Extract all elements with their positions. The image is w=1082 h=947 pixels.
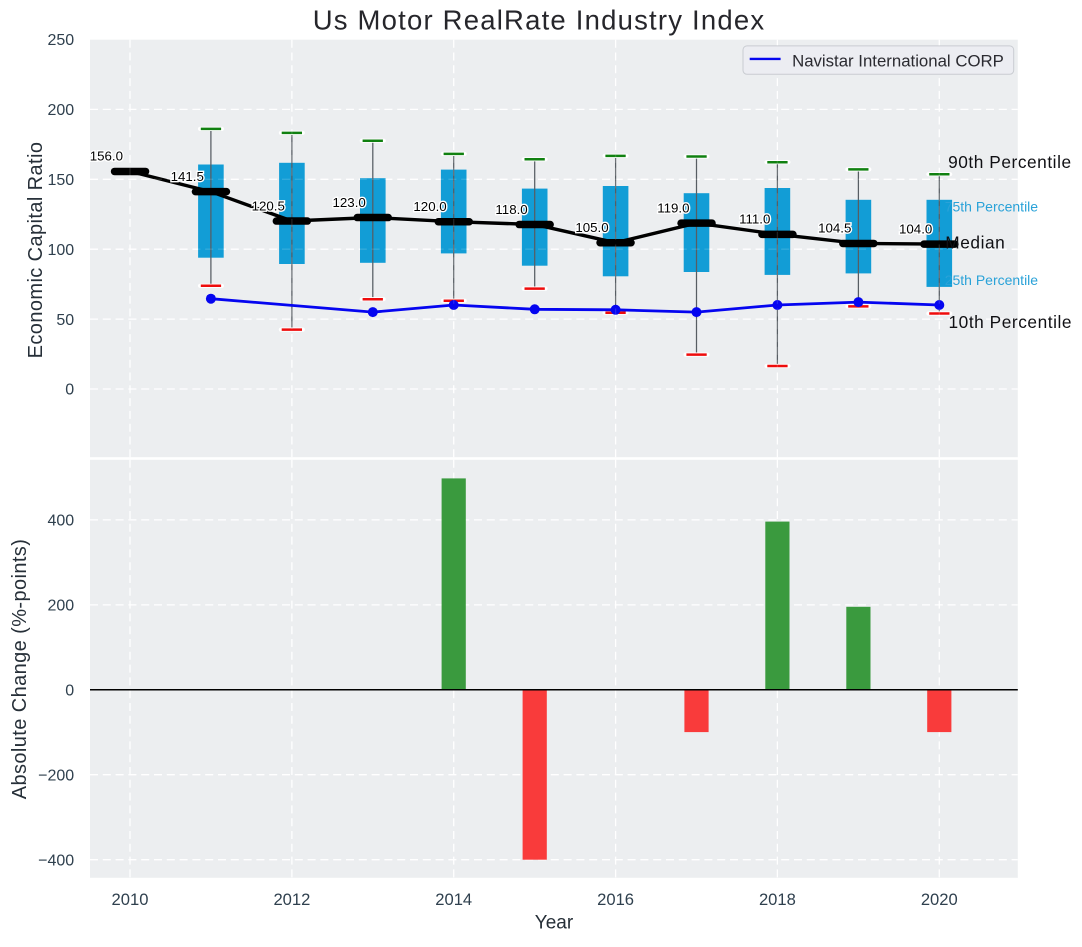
svg-text:200: 200 [47,598,74,615]
svg-text:Median: Median [945,232,1005,252]
svg-text:200: 200 [47,102,74,119]
svg-text:−400: −400 [38,852,74,869]
svg-text:0: 0 [65,382,74,399]
svg-text:104.5: 104.5 [818,221,851,236]
svg-text:0: 0 [65,683,74,700]
svg-text:156.0: 156.0 [90,149,123,164]
svg-text:50: 50 [56,312,74,329]
svg-text:111.0: 111.0 [739,212,770,227]
svg-text:Absolute Change (%-points): Absolute Change (%-points) [9,539,31,800]
svg-text:10th Percentile: 10th Percentile [949,312,1073,332]
svg-text:Us Motor RealRate Industry Ind: Us Motor RealRate Industry Index [313,5,766,36]
svg-text:104.0: 104.0 [899,221,932,236]
svg-text:−200: −200 [38,767,74,784]
svg-text:118.0: 118.0 [495,202,527,217]
svg-text:100: 100 [47,242,74,259]
svg-text:150: 150 [47,172,74,189]
svg-text:2012: 2012 [273,890,310,909]
svg-text:2020: 2020 [921,890,958,909]
svg-text:119.0: 119.0 [657,200,689,215]
svg-text:25th Percentile: 25th Percentile [945,272,1039,288]
svg-text:Economic Capital Ratio: Economic Capital Ratio [25,142,47,359]
svg-text:75th Percentile: 75th Percentile [945,199,1039,215]
svg-text:2010: 2010 [112,890,149,909]
svg-text:2016: 2016 [597,890,634,909]
svg-text:Navistar International CORP: Navistar International CORP [792,51,1004,70]
svg-text:Year: Year [535,913,574,934]
svg-text:120.0: 120.0 [413,199,446,214]
svg-text:123.0: 123.0 [333,195,366,210]
svg-text:250: 250 [47,32,74,49]
svg-text:2014: 2014 [435,890,472,909]
svg-text:105.0: 105.0 [575,220,608,235]
svg-text:120.5: 120.5 [252,198,285,213]
svg-text:90th Percentile: 90th Percentile [948,152,1072,172]
svg-text:400: 400 [47,513,74,530]
svg-text:2018: 2018 [759,890,796,909]
svg-text:141.5: 141.5 [171,169,204,184]
